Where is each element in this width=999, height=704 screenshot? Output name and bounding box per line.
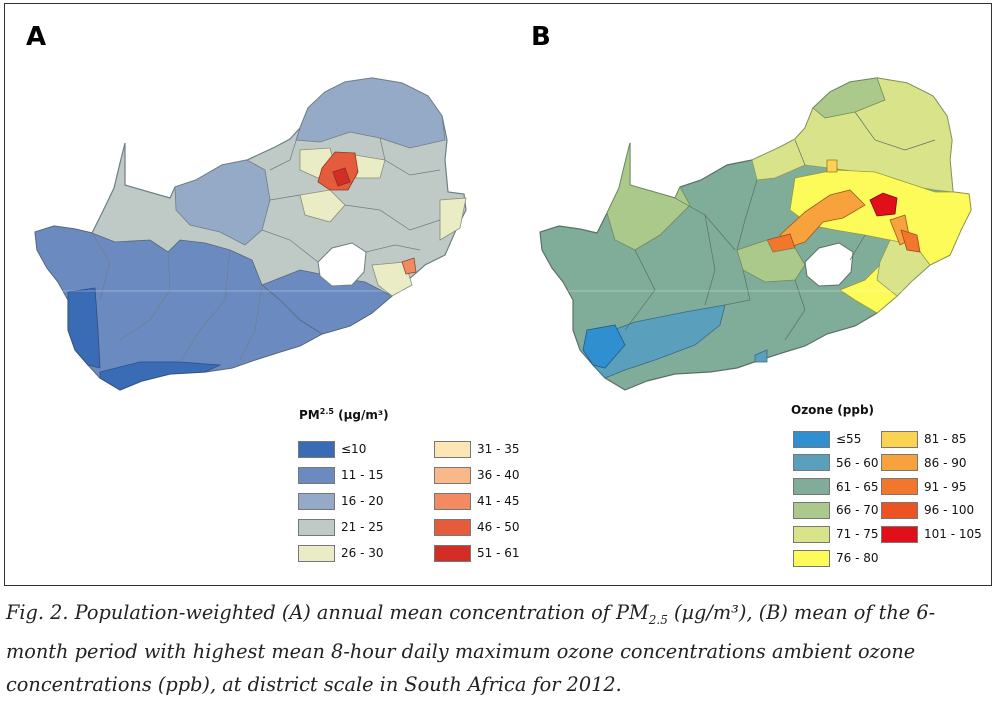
legend-a-item: ≤10 (298, 440, 366, 458)
legend-a-title: PM2.5 (µg/m³) (299, 407, 389, 422)
legend-a-swatch (298, 544, 335, 562)
legend-a-item: 46 - 50 (434, 518, 520, 536)
maps-canvas (34, 77, 972, 391)
map-a-region-kzn-south (371, 261, 413, 297)
legend-b-label: 91 - 95 (924, 479, 967, 494)
map-a-region-freestate-north (299, 189, 346, 223)
map-b-region-south-blue (592, 304, 726, 379)
legend-b-item: 96 - 100 (881, 501, 974, 519)
caption-text-1: Fig. 2. Population-weighted (A) annual m… (6, 601, 649, 624)
legend-a-label: 36 - 40 (477, 468, 520, 482)
legend-a-item: 31 - 35 (434, 440, 520, 458)
legend-b-title: Ozone (ppb) (791, 403, 875, 417)
legend-a-label: 51 - 61 (477, 546, 520, 560)
legend-b-item: 86 - 90 (881, 454, 967, 472)
legend-b-label: 81 - 85 (924, 432, 967, 446)
legend-a-item: 26 - 30 (298, 544, 384, 562)
figure-caption: Fig. 2. Population-weighted (A) annual m… (6, 597, 994, 701)
panel-b-label: B (531, 22, 551, 52)
legend-b-label: 101 - 105 (924, 527, 982, 542)
legend-b-swatch (793, 549, 830, 567)
caption-text-2: (µg/m³), (B) mean of the 6-month period … (6, 601, 936, 696)
map-a-region-capetown (67, 287, 101, 369)
legend-a-item: 21 - 25 (298, 518, 384, 536)
legend-a-swatch (298, 518, 335, 536)
map-a-region-kzn-coast (439, 197, 467, 241)
legend-b-swatch (793, 478, 830, 496)
map-b-region-north (751, 77, 954, 193)
legend-a-swatch (298, 492, 335, 510)
map-b-region-le55 (582, 324, 626, 369)
legend-b-swatch (793, 430, 830, 448)
legend-a-title-unit: (µg/m³) (333, 408, 389, 422)
legend-b-label: 66 - 70 (836, 503, 879, 518)
map-b-lesotho (804, 242, 854, 287)
legend-b-item: 71 - 75 (793, 525, 879, 543)
legend-a-swatch (298, 466, 335, 484)
map-a-region-limpopo (295, 77, 446, 149)
legend-b-label: 56 - 60 (836, 455, 879, 470)
map-b-region-101 (869, 192, 898, 217)
legend-b-label: 61 - 65 (836, 479, 879, 494)
map-b-region-91-east (900, 229, 921, 253)
legend-a-swatch (434, 518, 471, 536)
legend-b-item: 81 - 85 (881, 430, 967, 448)
map-b-region-north-inner (812, 77, 886, 119)
legend-b-swatch (881, 525, 918, 543)
map-a-region-durban (401, 257, 417, 275)
legend-a-label: 46 - 50 (477, 520, 520, 534)
legend-a-label: ≤10 (341, 442, 367, 456)
legend-a-item: 36 - 40 (434, 466, 520, 484)
legend-b-item: 76 - 80 (793, 549, 879, 567)
legend-b-item: 91 - 95 (881, 478, 967, 496)
legend-b-swatch (793, 454, 830, 472)
legend-b-swatch (881, 454, 918, 472)
legend-a-swatch (434, 492, 471, 510)
legend-b-swatch (881, 478, 918, 496)
legend-a-label: 26 - 30 (341, 546, 384, 560)
legend-b-item: ≤55 (793, 430, 861, 448)
map-b (539, 77, 972, 391)
map-a-region-south-coast (99, 361, 222, 391)
legend-b-label: ≤55 (836, 432, 862, 446)
legend-a-swatch (434, 466, 471, 484)
legend-b-item: 56 - 60 (793, 454, 879, 472)
legend-a-title-sub: 2.5 (319, 407, 334, 416)
legend-b-label: 86 - 90 (924, 455, 967, 470)
legend-a-item: 41 - 45 (434, 492, 520, 510)
legend-b-swatch (793, 501, 830, 519)
legend-b-label: 76 - 80 (836, 551, 879, 565)
legend-b-swatch (881, 430, 918, 448)
legend-a-swatch (434, 440, 471, 458)
legend-a-label: 21 - 25 (341, 520, 384, 534)
legend-b-label: 96 - 100 (924, 503, 975, 518)
legend-b-label: 71 - 75 (836, 527, 879, 542)
legend-a-label: 31 - 35 (477, 442, 520, 456)
map-b-region-band-orange (779, 189, 866, 249)
map-a-lesotho (317, 242, 367, 287)
legend-a-label: 16 - 20 (341, 494, 384, 508)
legend-b-item: 66 - 70 (793, 501, 879, 519)
legend-b-item: 61 - 65 (793, 478, 879, 496)
map-a-region-gauteng-core (332, 167, 351, 187)
legend-a-label: 11 - 15 (341, 468, 384, 482)
legend-a-swatch (298, 440, 335, 458)
map-b-region-northwest (606, 142, 691, 251)
legend-a-title-main: PM (299, 408, 320, 422)
panel-a-label: A (26, 22, 47, 52)
map-b-region-coastal-blue (754, 349, 768, 363)
caption-subscript: 2.5 (648, 612, 668, 627)
legend-a-label: 41 - 45 (477, 494, 520, 508)
legend-a-swatch (434, 544, 471, 562)
legend-b-item: 101 - 105 (881, 525, 982, 543)
legend-b-swatch (881, 501, 918, 519)
map-a-region-central (174, 159, 271, 246)
legend-a-item: 11 - 15 (298, 466, 384, 484)
legend-a-item: 51 - 61 (434, 544, 520, 562)
map-b-region-81-small (826, 159, 838, 173)
legend-a-item: 16 - 20 (298, 492, 384, 510)
map-a (34, 77, 467, 391)
legend-b-swatch (793, 525, 830, 543)
